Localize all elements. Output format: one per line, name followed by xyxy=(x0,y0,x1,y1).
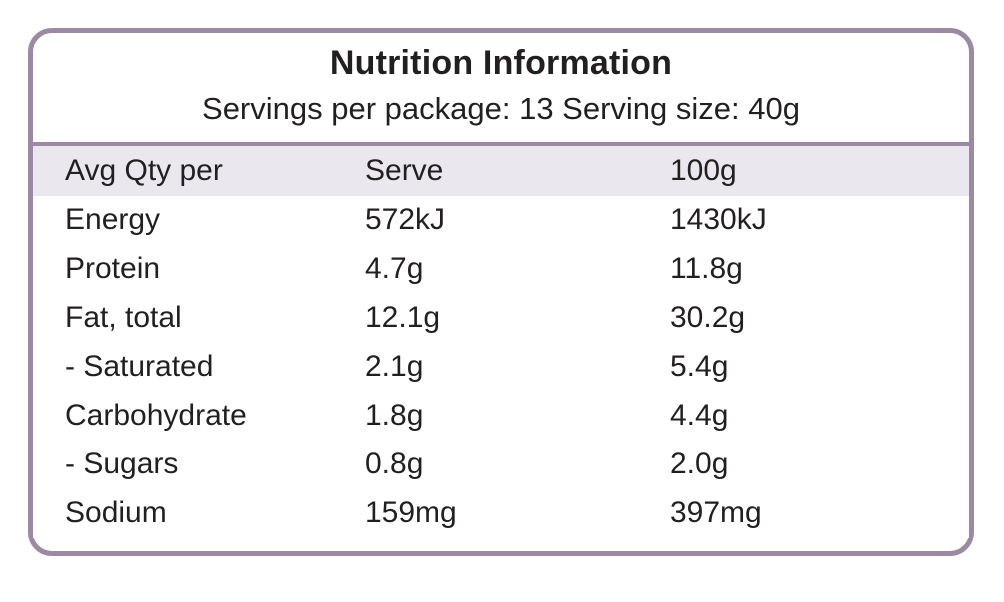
per-serve-value: 4.7g xyxy=(365,252,424,286)
nutrition-table-body: Energy 572kJ 1430kJ Protein 4.7g 11.8g Fat, to… xyxy=(33,196,969,538)
table-row: Carbohydrate 1.8g 4.4g xyxy=(33,391,969,440)
per-serve-value: 2.1g xyxy=(365,349,424,383)
nutrient-label: Protein xyxy=(65,252,161,286)
per-100g-value: 5.4g xyxy=(670,349,729,383)
panel-title: Nutrition Information xyxy=(329,44,673,82)
per-100g-value: 397mg xyxy=(670,496,762,530)
nutrient-label: Carbohydrate xyxy=(65,398,247,432)
table-row: Protein 4.7g 11.8g xyxy=(33,244,969,294)
per-100g-value: 30.2g xyxy=(670,300,746,334)
nutrient-label: - Saturated xyxy=(65,349,214,383)
table-header-row: Avg Qty per Serve 100g xyxy=(33,142,969,196)
per-100g-value: 4.4g xyxy=(670,398,729,432)
per-serve-value: 572kJ xyxy=(365,203,446,237)
nutrition-panel: Nutrition Information Servings per packa… xyxy=(28,28,974,556)
nutrient-label: Fat, total xyxy=(65,300,182,334)
nutrient-label: Sodium xyxy=(65,496,167,530)
header-cell-nutrient: Avg Qty per xyxy=(65,154,223,187)
table-row: Fat, total 12.1g 30.2g xyxy=(33,293,969,343)
per-100g-value: 2.0g xyxy=(670,447,729,481)
per-serve-value: 159mg xyxy=(365,496,457,530)
table-row: Sodium 159mg 397mg xyxy=(33,488,969,538)
per-serve-value: 12.1g xyxy=(365,300,441,334)
panel-subtitle: Servings per package: 13 Serving size: 4… xyxy=(202,91,800,126)
per-100g-value: 11.8g xyxy=(670,252,743,286)
table-row: - Saturated 2.1g 5.4g xyxy=(33,342,969,392)
table-row: - Sugars 0.8g 2.0g xyxy=(33,439,969,489)
per-100g-value: 1430kJ xyxy=(670,203,767,237)
nutrient-label: Energy xyxy=(65,203,161,237)
header-cell-serve: Serve xyxy=(365,154,444,187)
nutrient-label: - Sugars xyxy=(65,447,179,481)
per-serve-value: 1.8g xyxy=(365,398,424,432)
per-serve-value: 0.8g xyxy=(365,447,424,481)
header-cell-100g: 100g xyxy=(670,154,737,187)
table-row: Energy 572kJ 1430kJ xyxy=(33,196,969,245)
